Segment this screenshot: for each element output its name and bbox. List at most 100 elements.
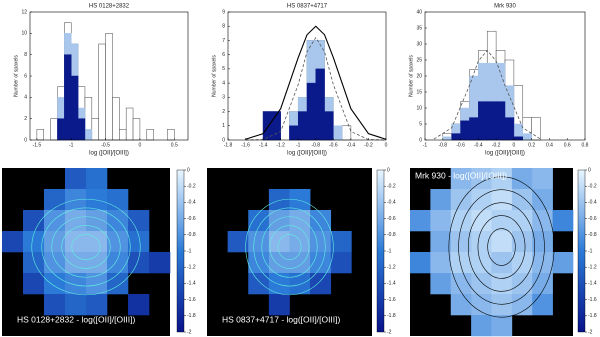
contour [261, 216, 318, 278]
colorbar-tick-label: -1 [387, 248, 392, 254]
fit-curve [245, 36, 387, 141]
x-tick-label: -1 [296, 142, 301, 148]
y-tick-label: 0 [419, 137, 422, 143]
y-axis-label: Number of spaxels [408, 55, 414, 97]
histogram-bar [132, 118, 141, 141]
map-pixel [248, 210, 270, 232]
map-pixel [23, 273, 45, 295]
colorbar-tick-label: -1.6 [588, 297, 597, 303]
histogram-bar [522, 133, 532, 141]
map-pixel [86, 231, 108, 253]
map-pixel [2, 231, 24, 253]
y-tick-label: 12 [21, 9, 27, 15]
map-pixel [310, 210, 332, 232]
map-pixel [128, 252, 150, 274]
histogram-bar [531, 117, 541, 141]
map-pixel [532, 189, 553, 211]
histogram-bar [119, 129, 127, 141]
histogram-bar [513, 136, 524, 141]
contour [245, 198, 334, 296]
colorbar-tick-label: -0.4 [187, 200, 196, 206]
y-tick-label: 2 [222, 109, 225, 115]
colorbar-tick-label: -0.8 [387, 232, 396, 238]
histogram-bar [146, 129, 154, 141]
x-axis-label: log ([OII]/[OIII]) [485, 151, 525, 157]
map-pixel [450, 252, 472, 274]
histogram-bar [77, 118, 86, 141]
y-tick-label: 2 [24, 116, 27, 122]
colorbar-tick-label: -1.4 [387, 281, 396, 287]
y-tick-label: 1 [222, 123, 225, 129]
histogram-bar [504, 117, 515, 141]
map-pixel [128, 210, 150, 232]
map-pixel [65, 168, 87, 190]
y-tick-label: 0 [222, 137, 225, 143]
map-pixel [227, 231, 249, 253]
map-pixel [491, 210, 513, 232]
map-pixel [491, 168, 513, 190]
map-pixel [511, 168, 533, 190]
y-tick-label: 15 [416, 89, 422, 95]
histogram-bar [297, 111, 308, 141]
colorbar-tick-label: 0 [588, 167, 591, 173]
y-tick-label: 4 [24, 95, 27, 101]
colorbar-tick-label: -1.4 [187, 281, 196, 287]
map-pixel [552, 252, 574, 274]
y-tick-label: 9 [222, 9, 225, 15]
map-pixel [65, 273, 87, 295]
map-pixel [532, 210, 553, 232]
map-pixel [471, 294, 492, 316]
x-tick-label: -0.4 [474, 142, 483, 148]
colorbar-tick-label: -1.2 [187, 265, 196, 271]
map-pixel [128, 294, 150, 316]
map-pixel [471, 315, 492, 337]
x-tick-label: 0.8 [582, 142, 589, 148]
colorbar-tick-label: 0 [387, 167, 390, 173]
map-pixel [149, 252, 171, 274]
map-pixel [248, 252, 270, 274]
map-pixel [248, 273, 270, 295]
map-pixel [450, 168, 472, 190]
x-tick-label: -1.2 [276, 142, 285, 148]
histogram-bar [57, 118, 65, 141]
colorbar-tick-label: -1.8 [387, 313, 396, 319]
colorbar-tick-label: 0 [187, 167, 190, 173]
map-pixel [289, 210, 311, 232]
map-pixel [471, 273, 492, 295]
map-pixel [107, 252, 129, 274]
x-tick-label: -0.6 [329, 142, 338, 148]
colorbar-tick-label: -1 [588, 248, 593, 254]
map-pixel [491, 252, 513, 274]
colorbar-tick-label: -0.4 [387, 200, 396, 206]
colorbar-tick-label: -2 [187, 329, 192, 335]
map-pixel [128, 231, 150, 253]
y-tick-label: 10 [21, 31, 27, 37]
map-pixel [450, 273, 472, 295]
map-pixel [268, 294, 290, 316]
map-pixel [330, 231, 352, 253]
x-tick-label: -1.8 [224, 142, 233, 148]
colorbar [577, 169, 586, 333]
colorbar-tick-label: -1.6 [387, 297, 396, 303]
map-pixel [450, 189, 472, 211]
x-tick-label: 0 [139, 142, 142, 148]
map-pixel [511, 189, 533, 211]
histogram-bar [70, 75, 79, 141]
map-pixel [44, 189, 66, 211]
map-pixel [511, 294, 533, 316]
fit-curve [245, 25, 387, 140]
map-pixel [23, 210, 45, 232]
y-tick-label: 20 [416, 73, 422, 79]
contour [458, 189, 545, 305]
map-pixel [86, 168, 108, 190]
contour [71, 234, 101, 260]
colorbar-tick-label: -1.6 [187, 297, 196, 303]
map-pixel [471, 231, 492, 253]
map-pixel [450, 231, 472, 253]
map-pixel [511, 273, 533, 295]
contour [448, 176, 555, 318]
x-tick-label: 0.6 [564, 142, 571, 148]
map-pixel [289, 273, 311, 295]
